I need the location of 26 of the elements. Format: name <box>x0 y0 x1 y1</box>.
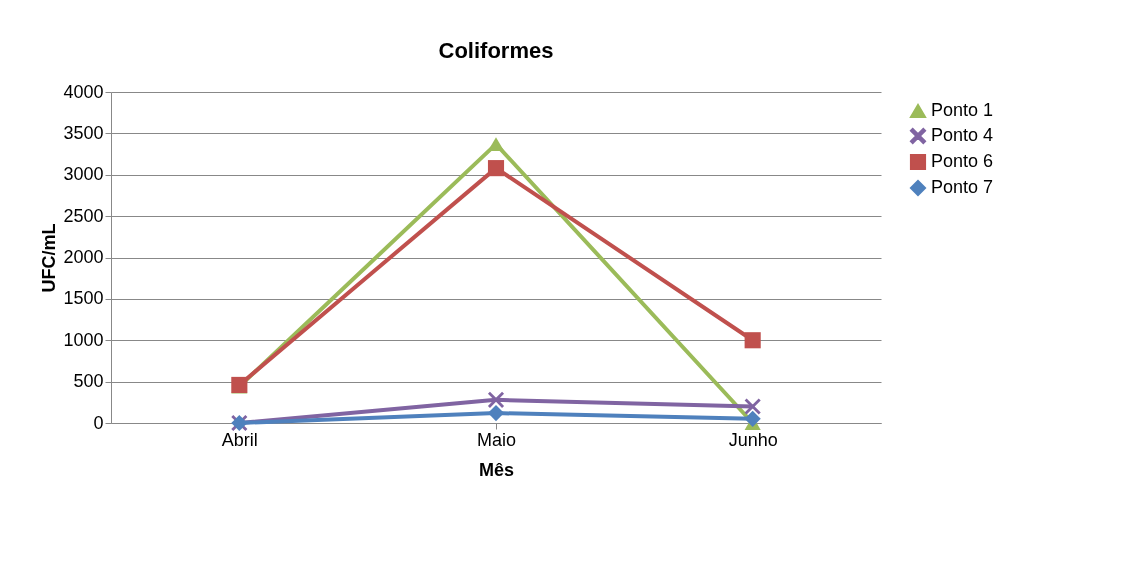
y-tick-label: 500 <box>73 371 104 392</box>
legend-label: Ponto 6 <box>931 151 994 171</box>
x-tick-label: Maio <box>476 429 517 450</box>
chart-title: Coliformes <box>438 38 554 63</box>
point <box>487 391 505 408</box>
y-tick-label: 4000 <box>63 81 104 102</box>
y-tick-label: 1000 <box>63 329 104 350</box>
x-axis-title: Mês <box>478 459 515 480</box>
legend-label: Ponto 1 <box>931 100 994 120</box>
point <box>487 160 505 177</box>
x-tick-label: Abril <box>221 429 258 450</box>
point <box>744 332 761 349</box>
point <box>744 410 761 427</box>
y-tick-label: 2500 <box>63 205 104 226</box>
point <box>487 137 505 152</box>
point <box>744 398 761 415</box>
y-tick-label: 1500 <box>63 288 104 309</box>
point <box>487 405 505 422</box>
x-tick-label: Junho <box>728 429 778 450</box>
legend-label: Ponto 4 <box>931 125 994 145</box>
y-tick-label: 3500 <box>63 122 104 143</box>
y-tick-label: 2000 <box>63 247 104 267</box>
y-axis-title: UFC/mL <box>39 223 60 293</box>
y-tick-label: 3000 <box>63 164 104 185</box>
legend-label: Ponto 7 <box>931 177 994 197</box>
y-tick-label: 0 <box>93 412 104 433</box>
